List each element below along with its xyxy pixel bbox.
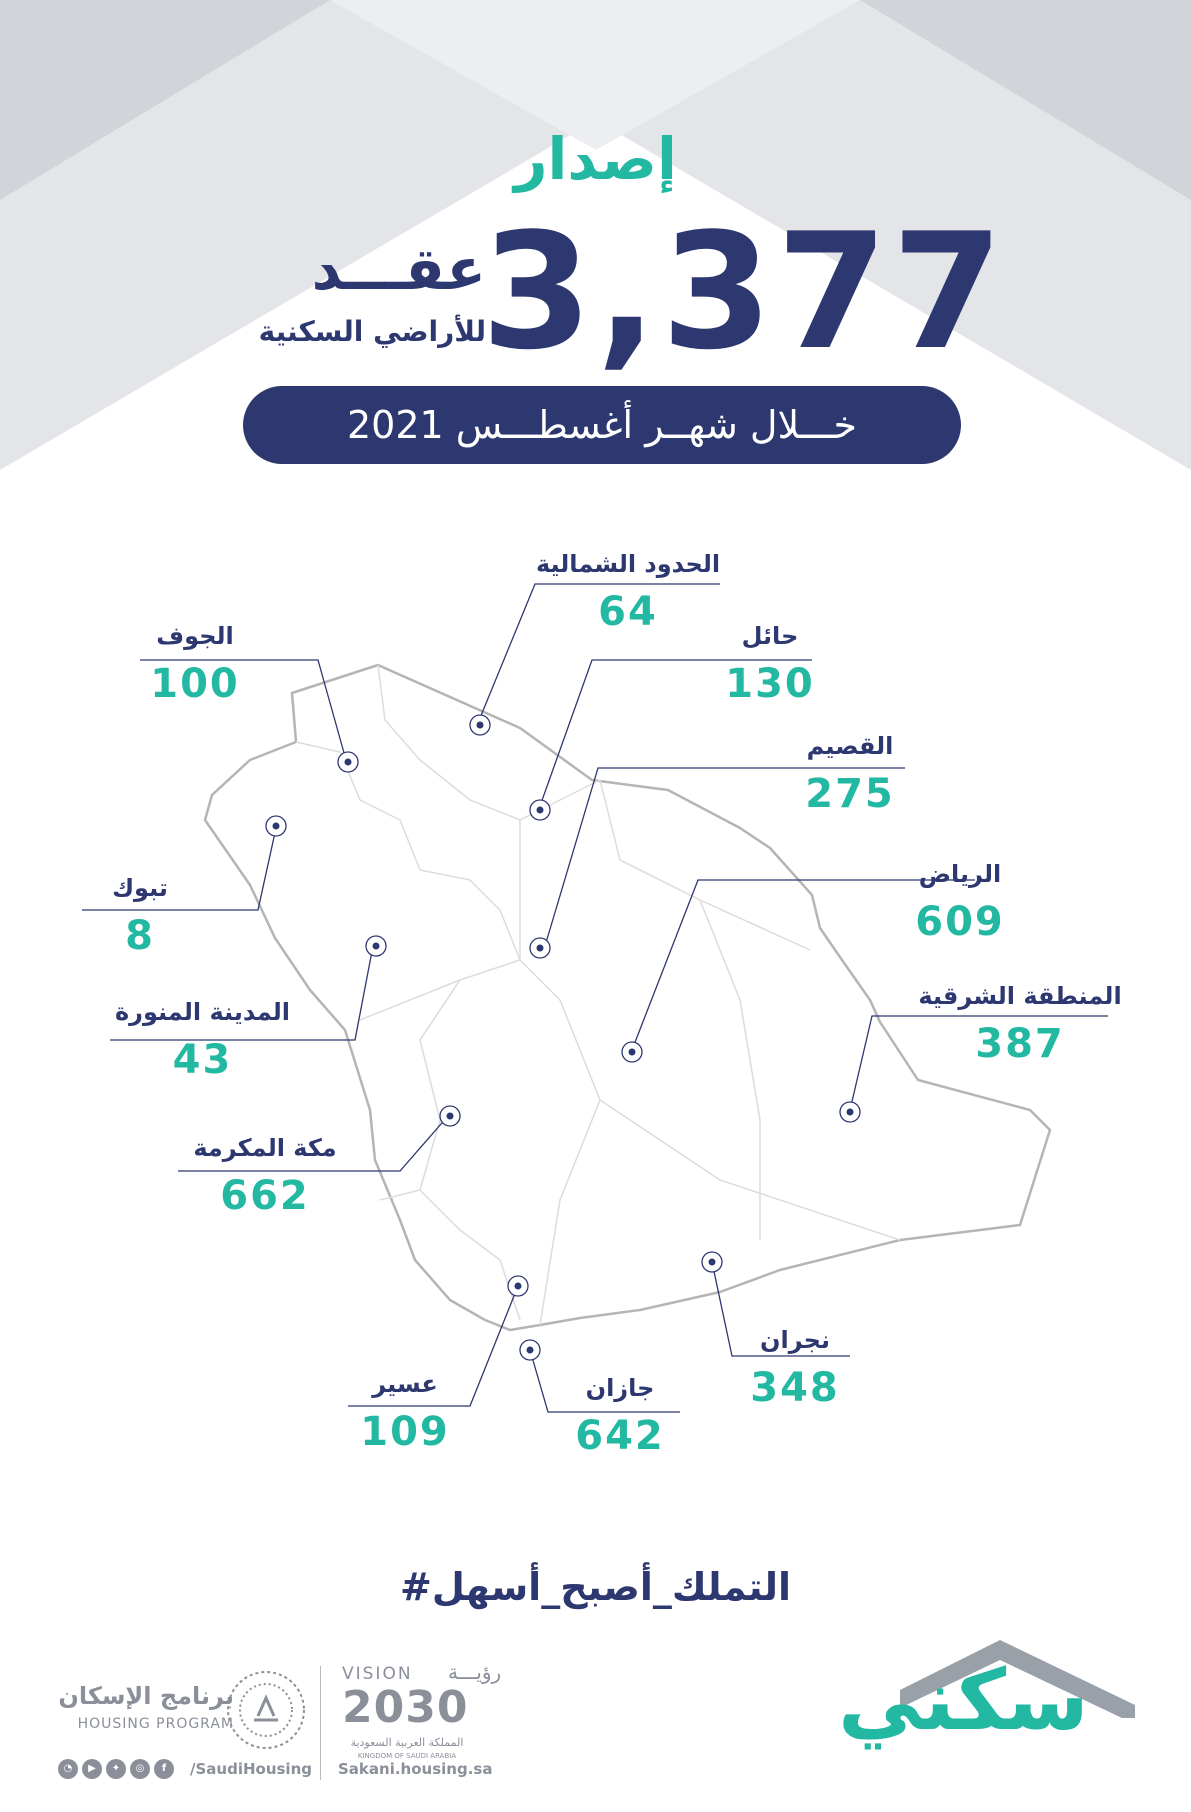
vision-kingdom-ar: المملكة العربية السعودية <box>350 1736 464 1749</box>
housing-program-emblem <box>227 1671 305 1749</box>
vision-ar-label: رؤيـــة <box>448 1660 502 1684</box>
region-northern-borders: الحدود الشمالية 64 <box>508 552 748 632</box>
marker-jouf <box>337 751 359 773</box>
leader-line-najran <box>711 1261 850 1357</box>
region-name: القصيم <box>806 732 894 760</box>
facebook-icon[interactable]: f <box>154 1759 174 1779</box>
leader-line-northern-borders <box>479 583 720 719</box>
region-markers <box>265 714 861 1361</box>
region-value: 609 <box>915 899 1005 945</box>
background-chevron-light <box>0 0 1191 470</box>
region-value: 275 <box>805 771 895 817</box>
region-riyadh: الرياض 609 <box>870 862 1050 942</box>
background-chevron-right <box>860 0 1191 200</box>
region-name: نجران <box>760 1326 830 1354</box>
background-chevron-center <box>330 0 860 150</box>
marker-hail <box>529 799 551 821</box>
region-name: المدينة المنورة <box>114 998 291 1026</box>
region-name: الرياض <box>918 860 1002 888</box>
headline: إصدار <box>514 125 677 193</box>
map-outline <box>203 663 1052 1332</box>
region-madinah: المدينة المنورة 43 <box>100 1000 305 1080</box>
region-value: 109 <box>360 1409 450 1455</box>
sakani-roof-icon <box>900 1640 1135 1718</box>
region-makkah: مكة المكرمة 662 <box>160 1136 370 1216</box>
region-hail: حائل 130 <box>680 624 860 704</box>
region-value: 130 <box>725 661 815 707</box>
website-link[interactable]: Sakani.housing.sa <box>338 1760 493 1778</box>
region-name: حائل <box>741 622 799 650</box>
region-value: 100 <box>150 661 240 707</box>
leader-line-riyadh <box>631 879 975 1051</box>
region-value: 64 <box>598 589 658 635</box>
region-name: عسير <box>372 1370 438 1398</box>
contracts-count: 3,377 <box>481 198 1008 385</box>
vision-en-label: VISION <box>342 1664 413 1684</box>
region-name: الجوف <box>156 622 234 650</box>
leader-line-asir <box>348 1285 519 1407</box>
region-name: جازان <box>585 1374 655 1402</box>
leader-line-tabuk <box>82 827 277 911</box>
region-value: 642 <box>575 1413 665 1459</box>
snapchat-icon[interactable]: ◔ <box>58 1759 78 1779</box>
region-value: 348 <box>750 1365 840 1411</box>
leader-line-jazan <box>529 1349 680 1413</box>
housing-program-en: HOUSING PROGRAM <box>77 1716 234 1732</box>
period-text: خـــلال شهــر أغسطـــس 2021 <box>346 403 858 447</box>
region-asir: عسير 109 <box>335 1372 475 1452</box>
youtube-icon[interactable]: ▶ <box>82 1759 102 1779</box>
leader-line-qassim <box>544 767 905 947</box>
region-jazan: جازان 642 <box>550 1376 690 1456</box>
footer-divider <box>320 1666 321 1762</box>
footer-link-divider <box>320 1762 321 1780</box>
saudi-map <box>203 663 1052 1332</box>
region-name: مكة المكرمة <box>193 1134 337 1162</box>
twitter-icon[interactable]: ✦ <box>106 1759 126 1779</box>
region-value: 662 <box>220 1173 310 1219</box>
marker-asir <box>507 1275 529 1297</box>
sakani-logo: سكني <box>838 1651 1089 1749</box>
marker-madinah <box>365 935 387 957</box>
marker-northern-borders <box>469 714 491 736</box>
period-banner: خـــلال شهــر أغسطـــس 2021 <box>243 386 961 464</box>
hashtag[interactable]: #التملك_أصبح_أسهل <box>399 1565 792 1609</box>
region-value: 8 <box>125 913 155 959</box>
leader-lines <box>82 583 1108 1413</box>
marker-makkah <box>439 1105 461 1127</box>
leader-line-madinah <box>110 945 374 1041</box>
region-jouf: الجوف 100 <box>100 624 290 704</box>
region-najran: نجران 348 <box>715 1328 875 1408</box>
marker-jazan <box>519 1339 541 1361</box>
lands-label: للأراضي السكنية <box>258 315 486 348</box>
region-value: 387 <box>975 1021 1065 1067</box>
region-tabuk: تبوك 8 <box>70 876 210 956</box>
region-qassim: القصيم 275 <box>760 734 940 814</box>
instagram-icon[interactable]: ◎ <box>130 1759 150 1779</box>
region-value: 43 <box>172 1037 233 1083</box>
vision-kingdom-en: KINGDOM OF SAUDI ARABIA <box>357 1752 457 1760</box>
background-chevron-left <box>0 0 330 200</box>
marker-tabuk <box>265 815 287 837</box>
marker-qassim <box>529 937 551 959</box>
marker-eastern <box>839 1101 861 1123</box>
social-handle[interactable]: /SaudiHousing <box>190 1760 312 1778</box>
region-name: المنطقة الشرقية <box>918 982 1122 1010</box>
vision-2030-logo: 2030 <box>342 1682 469 1733</box>
leader-line-jouf <box>140 659 347 761</box>
region-eastern: المنطقة الشرقية 387 <box>900 984 1140 1064</box>
region-name: الحدود الشمالية <box>535 550 721 578</box>
contracts-word: عقـــد <box>311 235 486 303</box>
marker-najran <box>701 1251 723 1273</box>
marker-riyadh <box>621 1041 643 1063</box>
region-name: تبوك <box>112 874 168 902</box>
leader-line-hail <box>539 659 812 807</box>
leader-line-makkah <box>178 1115 449 1172</box>
housing-program-ar: برنامج الإسكان <box>58 1682 234 1710</box>
leader-line-eastern <box>849 1015 1108 1111</box>
